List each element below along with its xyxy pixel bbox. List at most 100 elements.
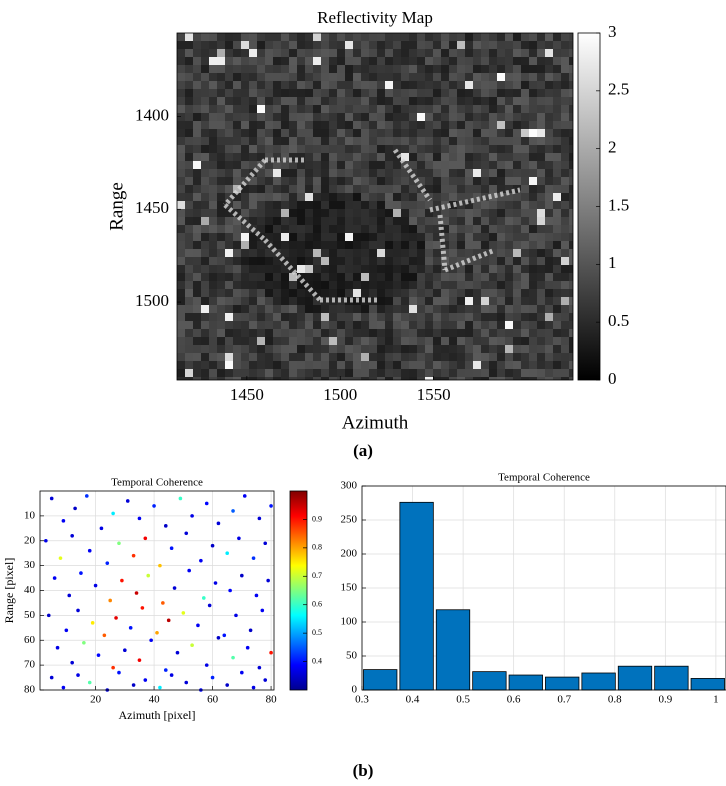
texture-cell [265, 313, 273, 321]
texture-cell [337, 137, 345, 145]
texture-cell [537, 97, 545, 105]
texture-cell [529, 153, 537, 161]
texture-cell [513, 57, 521, 65]
texture-cell [377, 265, 385, 273]
texture-cell [361, 81, 369, 89]
texture-cell [273, 73, 281, 81]
texture-cell [545, 81, 553, 89]
texture-cell [177, 161, 185, 169]
texture-cell [185, 289, 193, 297]
texture-cell [201, 321, 209, 329]
texture-cell [265, 177, 273, 185]
texture-cell [313, 321, 321, 329]
texture-cell [257, 73, 265, 81]
texture-cell [433, 201, 441, 209]
texture-cell [433, 145, 441, 153]
texture-cell [249, 153, 257, 161]
texture-cell [353, 233, 361, 241]
texture-cell [177, 241, 185, 249]
texture-cell [369, 257, 377, 265]
texture-cell [193, 193, 201, 201]
texture-cell [545, 161, 553, 169]
scatter-point [137, 658, 142, 662]
texture-cell [177, 273, 185, 281]
texture-cell [353, 241, 361, 249]
texture-cell [241, 97, 249, 105]
scatter-point [161, 601, 165, 605]
scatter-point [166, 618, 171, 623]
texture-cell [393, 177, 401, 185]
texture-cell [401, 313, 409, 321]
y-tick-label: 50 [346, 650, 358, 662]
texture-cell [553, 145, 561, 153]
texture-cell [369, 233, 377, 241]
texture-cell [481, 281, 489, 289]
texture-cell [353, 281, 361, 289]
texture-cell [529, 273, 537, 281]
texture-cell [273, 225, 281, 233]
texture-cell [273, 209, 281, 217]
texture-cell [393, 41, 401, 49]
texture-cell [481, 241, 489, 249]
texture-cell [185, 97, 193, 105]
texture-cell [193, 225, 201, 233]
texture-cell [529, 81, 537, 89]
texture-cell [249, 289, 257, 297]
texture-cell [425, 177, 433, 185]
texture-cell [449, 257, 457, 265]
texture-cell [233, 353, 241, 361]
texture-cell [305, 177, 313, 185]
texture-cell [281, 193, 289, 201]
texture-cell [217, 209, 225, 217]
texture-cell [217, 233, 225, 241]
texture-cell [521, 169, 529, 177]
texture-cell [481, 313, 489, 321]
texture-cell [201, 41, 209, 49]
texture-cell [273, 169, 281, 177]
texture-cell [273, 161, 281, 169]
texture-cell [209, 305, 217, 313]
texture-cell [569, 185, 573, 193]
texture-cell [481, 57, 489, 65]
y-tick-label: 20 [24, 534, 36, 546]
texture-cell [441, 353, 449, 361]
scatter-point [216, 521, 221, 526]
texture-cell [417, 73, 425, 81]
texture-cell [473, 337, 481, 345]
texture-cell [457, 33, 465, 41]
texture-cell [385, 161, 393, 169]
texture-cell [201, 105, 209, 113]
texture-cell [481, 97, 489, 105]
texture-cell [521, 65, 529, 73]
texture-cell [217, 41, 225, 49]
texture-cell [353, 201, 361, 209]
texture-cell [281, 73, 289, 81]
texture-cell [217, 305, 225, 313]
texture-cell [361, 225, 369, 233]
colorbar-tick-label: 0.6 [312, 600, 322, 609]
texture-cell [529, 105, 537, 113]
texture-cell [185, 377, 193, 380]
texture-cell [281, 49, 289, 57]
texture-cell [265, 321, 273, 329]
texture-cell [273, 377, 281, 380]
texture-cell [401, 273, 409, 281]
texture-cell [401, 89, 409, 97]
texture-cell [281, 273, 289, 281]
texture-cell [521, 369, 529, 377]
x-tick-label: 0.5 [456, 694, 470, 706]
texture-cell [513, 273, 521, 281]
texture-cell [561, 345, 569, 353]
texture-cell [185, 225, 193, 233]
texture-cell [257, 257, 265, 265]
texture-cell [185, 257, 193, 265]
texture-cell [505, 97, 513, 105]
texture-cell [473, 225, 481, 233]
texture-cell [177, 337, 185, 345]
texture-cell [561, 153, 569, 161]
texture-cell [209, 289, 217, 297]
texture-cell [313, 73, 321, 81]
texture-cell [537, 113, 545, 121]
texture-cell [329, 313, 337, 321]
texture-cell [385, 137, 393, 145]
